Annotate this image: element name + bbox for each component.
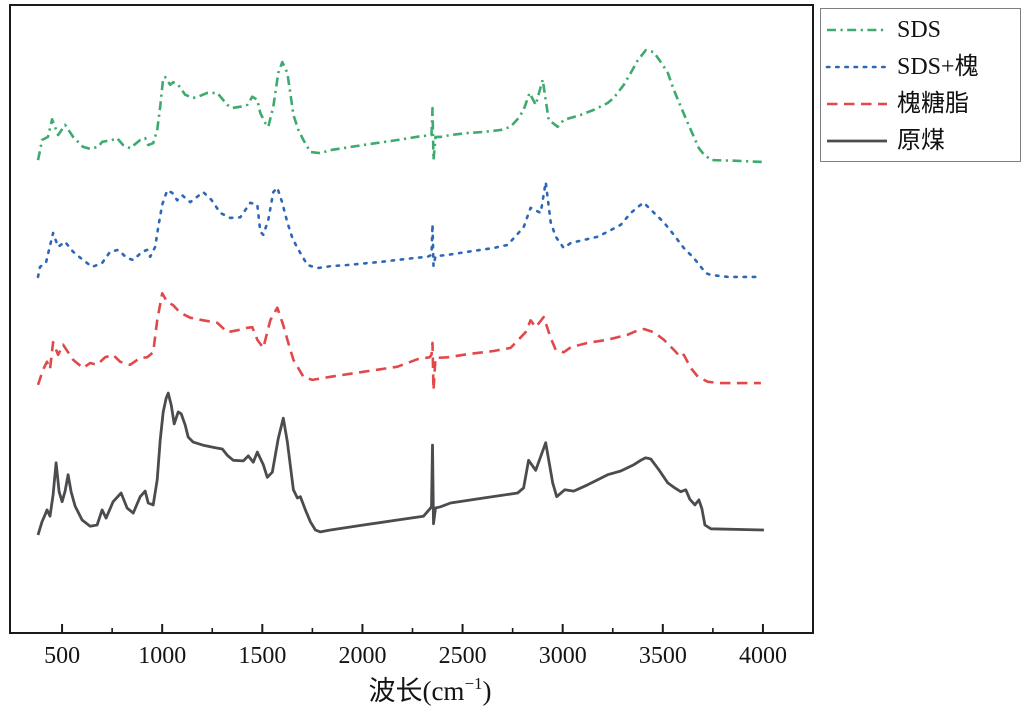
- legend-line-sample-icon: [827, 102, 887, 105]
- x-tick-label: 4000: [739, 643, 787, 669]
- legend-line-sample-icon: [827, 139, 887, 142]
- legend-label: 槐糖脂: [897, 90, 969, 117]
- plot-area: [9, 4, 814, 634]
- series-line-SDS+槐: [36, 180, 763, 279]
- x-axis-ticks: [61, 624, 764, 633]
- legend-label: 原煤: [897, 127, 945, 154]
- series-line-SDS: [36, 48, 764, 164]
- x-axis-tick-labels: 500 1000 1500 2000 2500 3000 3500 4000: [44, 643, 787, 669]
- legend-label: SDS+槐: [897, 53, 979, 80]
- x-tick-label: 3500: [639, 643, 687, 669]
- legend-label: SDS: [897, 16, 942, 43]
- legend-item-SDS+槐: SDS+槐: [825, 49, 1016, 85]
- legend-line-sample-icon: [827, 28, 887, 31]
- x-axis-label: 波长(cm−1): [368, 674, 491, 706]
- legend: SDS SDS+槐槐糖脂原煤: [820, 8, 1021, 162]
- series-line-原煤: [36, 391, 764, 536]
- legend-item-槐糖脂: 槐糖脂: [825, 86, 1016, 122]
- x-tick-label: 1000: [138, 643, 186, 669]
- x-tick-label: 3000: [539, 643, 587, 669]
- legend-item-SDS: SDS: [825, 12, 1016, 48]
- series-line-槐糖脂: [36, 291, 761, 392]
- x-tick-label: 500: [44, 643, 80, 669]
- x-tick-label: 2500: [439, 643, 487, 669]
- legend-item-原煤: 原煤: [825, 123, 1016, 159]
- x-tick-label: 1500: [238, 643, 286, 669]
- spectra-series: [36, 48, 764, 536]
- legend-line-sample-icon: [825, 65, 889, 68]
- x-tick-label: 2000: [338, 643, 386, 669]
